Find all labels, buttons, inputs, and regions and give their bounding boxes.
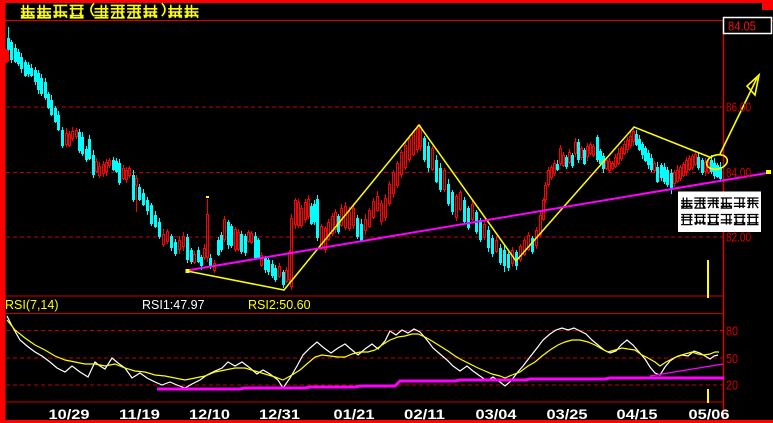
svg-text:03/04: 03/04 (476, 407, 518, 422)
svg-text:50: 50 (726, 352, 738, 366)
svg-text:05/06: 05/06 (689, 407, 731, 422)
svg-text:82.00: 82.00 (726, 231, 751, 245)
svg-text:84.00: 84.00 (726, 166, 751, 180)
svg-text:01/21: 01/21 (334, 407, 376, 422)
svg-text:12/31: 12/31 (259, 407, 301, 422)
svg-text:20: 20 (726, 379, 738, 393)
svg-text:RSI2:50.60: RSI2:50.60 (248, 298, 311, 312)
svg-text:03/25: 03/25 (547, 407, 589, 422)
svg-text:84.05: 84.05 (728, 20, 756, 34)
svg-text:RSI(7,14): RSI(7,14) (5, 298, 59, 312)
svg-text:86.00: 86.00 (726, 101, 751, 115)
svg-text:80: 80 (726, 325, 738, 339)
svg-text:10/29: 10/29 (49, 407, 90, 422)
svg-text:11/19: 11/19 (119, 407, 160, 422)
svg-text:02/11: 02/11 (404, 407, 446, 422)
svg-text:04/15: 04/15 (617, 407, 659, 422)
svg-text:RSI1:47.97: RSI1:47.97 (142, 298, 205, 312)
svg-text:12/10: 12/10 (189, 407, 230, 422)
